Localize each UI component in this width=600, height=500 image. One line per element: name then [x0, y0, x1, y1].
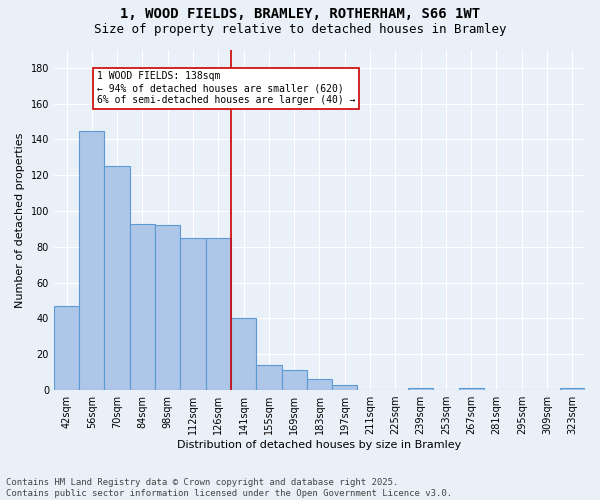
- Bar: [206, 238, 231, 390]
- Bar: [458, 388, 484, 390]
- Text: 1, WOOD FIELDS, BRAMLEY, ROTHERHAM, S66 1WT: 1, WOOD FIELDS, BRAMLEY, ROTHERHAM, S66 …: [120, 8, 480, 22]
- Bar: [307, 380, 332, 390]
- Bar: [408, 388, 433, 390]
- Text: 1 WOOD FIELDS: 138sqm
← 94% of detached houses are smaller (620)
6% of semi-deta: 1 WOOD FIELDS: 138sqm ← 94% of detached …: [97, 72, 355, 104]
- Bar: [231, 318, 256, 390]
- X-axis label: Distribution of detached houses by size in Bramley: Distribution of detached houses by size …: [178, 440, 461, 450]
- Bar: [54, 306, 79, 390]
- Bar: [281, 370, 307, 390]
- Text: Size of property relative to detached houses in Bramley: Size of property relative to detached ho…: [94, 22, 506, 36]
- Bar: [332, 384, 358, 390]
- Bar: [560, 388, 585, 390]
- Bar: [104, 166, 130, 390]
- Bar: [130, 224, 155, 390]
- Bar: [79, 130, 104, 390]
- Y-axis label: Number of detached properties: Number of detached properties: [15, 132, 25, 308]
- Bar: [256, 365, 281, 390]
- Bar: [181, 238, 206, 390]
- Text: Contains HM Land Registry data © Crown copyright and database right 2025.
Contai: Contains HM Land Registry data © Crown c…: [6, 478, 452, 498]
- Bar: [155, 226, 181, 390]
